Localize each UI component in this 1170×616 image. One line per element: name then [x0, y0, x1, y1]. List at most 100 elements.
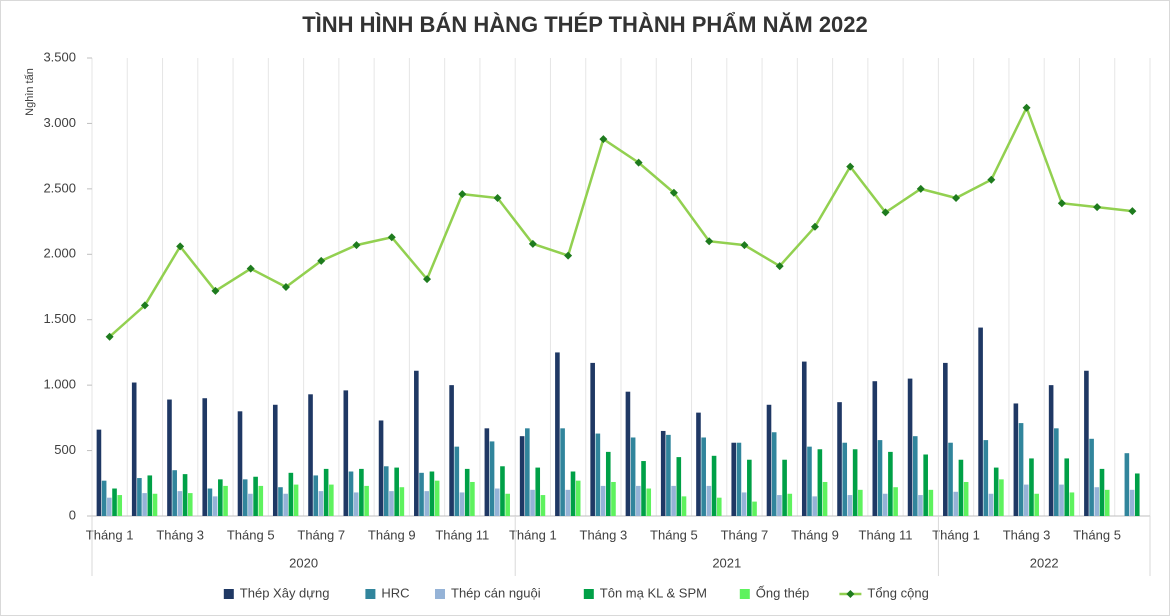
bar	[283, 493, 288, 516]
bar	[943, 362, 948, 516]
bar	[595, 433, 601, 516]
bar	[484, 428, 490, 516]
bar	[993, 467, 999, 516]
bar	[459, 492, 465, 516]
bar	[177, 491, 183, 516]
chart-title: TÌNH HÌNH BÁN HÀNG THÉP THÀNH PHẨM NĂM 2…	[302, 12, 868, 37]
line-marker	[846, 162, 855, 171]
bar	[953, 491, 959, 516]
bar	[172, 470, 177, 516]
line-marker	[1093, 203, 1102, 212]
bar	[212, 496, 218, 516]
line-marker	[387, 233, 396, 242]
bar	[983, 440, 989, 516]
y-tick-label: 2.500	[43, 180, 76, 195]
bar	[383, 466, 389, 516]
bar	[489, 441, 495, 516]
bar	[434, 480, 440, 516]
bar	[747, 459, 752, 516]
y-tick-label: 2.000	[43, 246, 76, 261]
bar	[540, 495, 546, 516]
bar	[278, 487, 283, 516]
bar	[1069, 492, 1075, 516]
bar	[958, 459, 964, 516]
bar	[676, 457, 682, 516]
line-marker	[458, 190, 467, 199]
bar	[801, 361, 807, 516]
legend-swatch	[583, 589, 594, 599]
bar	[414, 370, 419, 516]
bar	[1013, 403, 1019, 516]
bar	[1134, 473, 1140, 516]
bar	[142, 493, 147, 516]
bar	[711, 455, 717, 516]
bar	[1104, 489, 1110, 516]
bar	[912, 436, 918, 516]
x-tick-label: Tháng 1	[932, 527, 980, 542]
bar	[858, 489, 863, 516]
bar	[999, 479, 1004, 516]
x-tick-label: Tháng 5	[227, 527, 275, 542]
bar	[1099, 468, 1105, 516]
x-tick-label: Tháng 5	[650, 527, 698, 542]
line-marker	[176, 242, 185, 251]
bar	[272, 404, 278, 516]
legend-marker	[846, 590, 855, 598]
bar	[389, 491, 394, 516]
bar	[872, 381, 878, 516]
bar	[923, 454, 928, 516]
line-marker	[246, 264, 255, 273]
bar	[494, 488, 500, 516]
bar	[248, 493, 253, 516]
bar	[822, 481, 828, 516]
bar	[1048, 385, 1054, 516]
legend-swatch	[739, 589, 750, 599]
legend-swatch	[435, 589, 445, 599]
bar	[535, 467, 541, 516]
y-tick-label: 1.000	[43, 377, 76, 392]
line-marker	[987, 175, 996, 184]
x-tick-label: Tháng 3	[580, 527, 628, 542]
group-label: 2020	[289, 555, 318, 570]
bar	[893, 487, 898, 516]
bar	[611, 481, 616, 516]
bar	[137, 478, 142, 516]
x-tick-label: Tháng 7	[297, 527, 345, 542]
bar	[625, 391, 631, 516]
bar	[731, 442, 737, 516]
bar	[131, 382, 137, 516]
bar	[323, 468, 329, 516]
bar	[560, 428, 565, 516]
bar	[852, 449, 858, 516]
bar	[1089, 438, 1094, 516]
bar	[147, 475, 153, 516]
bar	[928, 489, 934, 516]
bar	[237, 411, 243, 516]
bar	[907, 378, 913, 516]
line-marker	[705, 237, 714, 246]
bar	[666, 434, 671, 516]
bar	[782, 459, 787, 516]
bar	[454, 446, 460, 516]
x-tick-label: Tháng 5	[1073, 527, 1121, 542]
line-marker	[775, 262, 784, 271]
bar	[1023, 484, 1029, 516]
x-tick-label: Tháng 7	[721, 527, 769, 542]
y-tick-label: 3.000	[43, 115, 76, 130]
bar	[918, 495, 923, 516]
bar	[988, 493, 994, 516]
bar	[364, 485, 369, 516]
bar	[1018, 423, 1024, 516]
bar	[807, 446, 812, 516]
bar	[353, 492, 359, 516]
y-axis-label: Nghìn tấn	[24, 68, 36, 116]
bar	[636, 485, 641, 516]
legend-swatch	[365, 589, 376, 599]
group-label: 2021	[712, 555, 741, 570]
bar	[882, 493, 888, 516]
legend-label: Ống thép	[756, 585, 810, 600]
x-tick-label: Tháng 9	[368, 527, 416, 542]
bar	[575, 480, 581, 516]
line-marker	[317, 256, 326, 265]
